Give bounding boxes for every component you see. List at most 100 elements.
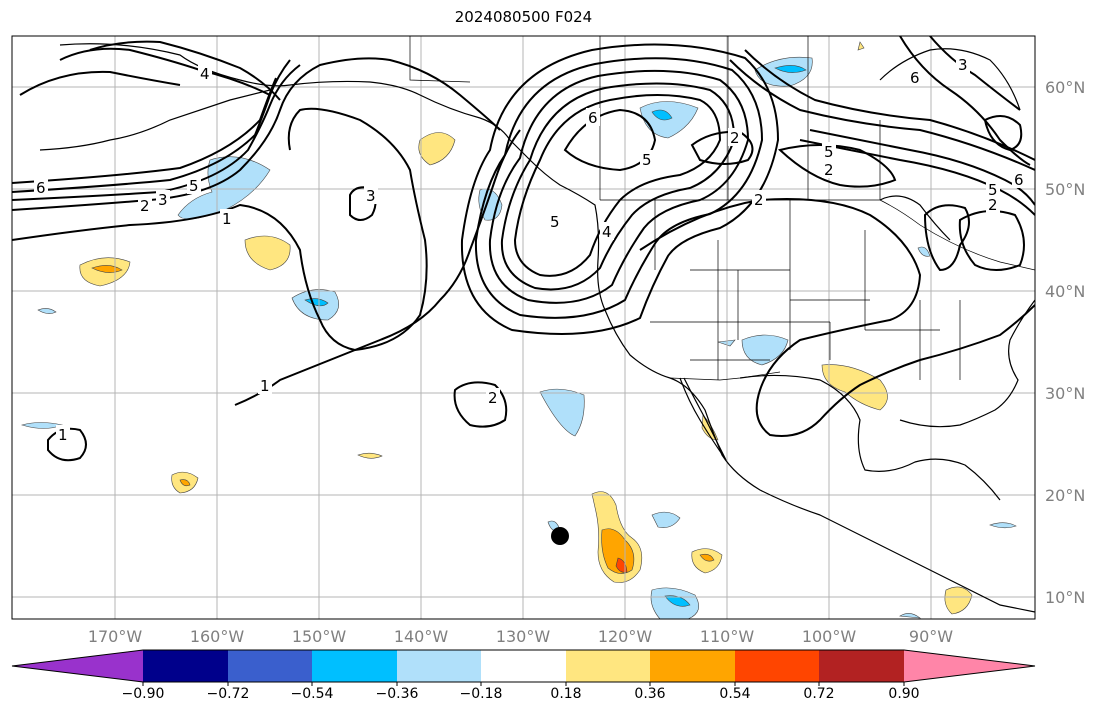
contour-label: 5: [189, 177, 199, 195]
contour-line: [744, 49, 1035, 161]
contour-line: [488, 69, 750, 304]
colorbar-tick-label: −0.18: [460, 686, 503, 702]
positive-anomaly-area: [601, 528, 635, 574]
map-title: 2024080500 F024: [454, 8, 593, 26]
colorbar-tick-label: −0.36: [376, 686, 419, 702]
shaded-field: [20, 41, 1017, 619]
alaska-coastline: [59, 43, 511, 141]
contour-line: [799, 139, 1035, 216]
contour-lines: [12, 36, 1035, 462]
colorbar-segment: [566, 650, 650, 682]
contour-label: 4: [602, 223, 612, 241]
contour-line: [500, 82, 736, 291]
contour-label: 6: [910, 69, 920, 87]
positive-anomaly-area: [244, 235, 291, 271]
baja-california: [679, 377, 727, 461]
greenland-edge: [879, 48, 1021, 111]
us-mexico-border: [669, 371, 781, 381]
contour-label: 6: [36, 179, 46, 197]
longitude-axis: 170°W 160°W 150°W 140°W 130°W 120°W 110°…: [88, 627, 953, 646]
positive-anomaly-area: [944, 586, 973, 615]
latitude-label: 20°N: [1045, 486, 1085, 505]
colorbar-tick-label: −0.72: [207, 686, 250, 702]
longitude-label: 140°W: [394, 627, 449, 646]
storm-marker: [551, 527, 569, 545]
contour-line: [513, 94, 722, 277]
latitude-axis: 60°N 50°N 40°N 30°N 20°N 10°N: [1045, 78, 1085, 607]
contour-line: [460, 43, 780, 335]
negative-anomaly-area: [989, 522, 1017, 529]
longitude-label: 110°W: [700, 627, 755, 646]
colorbar-segment: [312, 650, 397, 682]
positive-anomaly-area: [357, 452, 383, 459]
positive-anomaly-area: [699, 553, 715, 562]
negative-anomaly-area: [651, 511, 681, 528]
contour-label: 3: [158, 191, 168, 209]
contour-label: 1: [58, 426, 68, 444]
colorbar-extend-min: [12, 650, 143, 682]
contour-line: [639, 198, 1035, 437]
contour-line: [453, 381, 508, 428]
negative-anomaly-area: [37, 308, 57, 314]
colorbar: −0.90 −0.72 −0.54 −0.36 −0.18 0.18 0.36 …: [11, 649, 1036, 702]
contour-label: 2: [140, 197, 150, 215]
contour-label: 1: [222, 210, 232, 228]
positive-anomaly-area: [418, 132, 456, 166]
latitude-label: 40°N: [1045, 282, 1085, 301]
contour-label: 2: [488, 389, 498, 407]
positive-anomaly-area: [857, 41, 865, 51]
contour-line: [234, 129, 521, 406]
coastlines: [39, 43, 1035, 613]
contour-label: 1: [260, 377, 270, 395]
west-coast: [509, 139, 1035, 613]
contour-label: 5: [642, 151, 652, 169]
colorbar-segment: [143, 650, 228, 682]
longitude-label: 120°W: [598, 627, 653, 646]
contour-line: [929, 36, 1021, 111]
contour-label-group: 4 6 2 3 5 1 3 2 6 5 2 2 5 2 5 3 6 6 5: [34, 55, 1026, 444]
longitude-label: 170°W: [88, 627, 143, 646]
contour-label: 6: [588, 109, 598, 127]
contour-label: 6: [1014, 171, 1024, 189]
longitude-label: 100°W: [802, 627, 857, 646]
gulf-coast: [739, 374, 1001, 501]
colorbar-segment: [228, 650, 312, 682]
colorbar-extend-max: [904, 650, 1035, 682]
aleutian-islands: [39, 89, 271, 151]
latitude-label: 60°N: [1045, 78, 1085, 97]
contour-label: 2: [988, 196, 998, 214]
negative-anomaly-area: [774, 65, 807, 73]
longitude-label: 130°W: [496, 627, 551, 646]
colorbar-tick-label: 0.54: [719, 686, 750, 702]
colorbar-tick-label: −0.90: [122, 686, 165, 702]
hudson-bay: [879, 195, 951, 241]
contour-line: [923, 204, 970, 272]
colorbar-segment: [481, 650, 566, 682]
contour-line: [19, 70, 181, 96]
negative-anomaly-area: [651, 109, 673, 121]
contour-label: 3: [958, 56, 968, 74]
contour-label: 5: [550, 213, 560, 231]
negative-anomaly-area: [664, 595, 691, 607]
contour-label: 3: [366, 187, 376, 205]
positive-anomaly-area: [821, 364, 888, 411]
contour-line: [899, 36, 1031, 166]
longitude-label: 150°W: [292, 627, 347, 646]
longitude-label: 160°W: [190, 627, 245, 646]
colorbar-segment: [397, 650, 481, 682]
contour-label: 2: [824, 161, 834, 179]
positive-anomaly-area: [615, 557, 628, 573]
canada-us-border: [600, 199, 1035, 271]
contour-label: 2: [730, 129, 740, 147]
contour-line: [12, 64, 301, 201]
alaska-canada-border: [409, 36, 471, 83]
east-coast: [899, 299, 1035, 428]
contour-label: 2: [754, 191, 764, 209]
colorbar-segment: [819, 650, 904, 682]
contour-line: [809, 129, 1035, 206]
contour-label: 5: [824, 143, 834, 161]
negative-anomaly-area: [539, 388, 585, 437]
colorbar-tick-label: 0.18: [550, 686, 581, 702]
colorbar-segment: [735, 650, 819, 682]
